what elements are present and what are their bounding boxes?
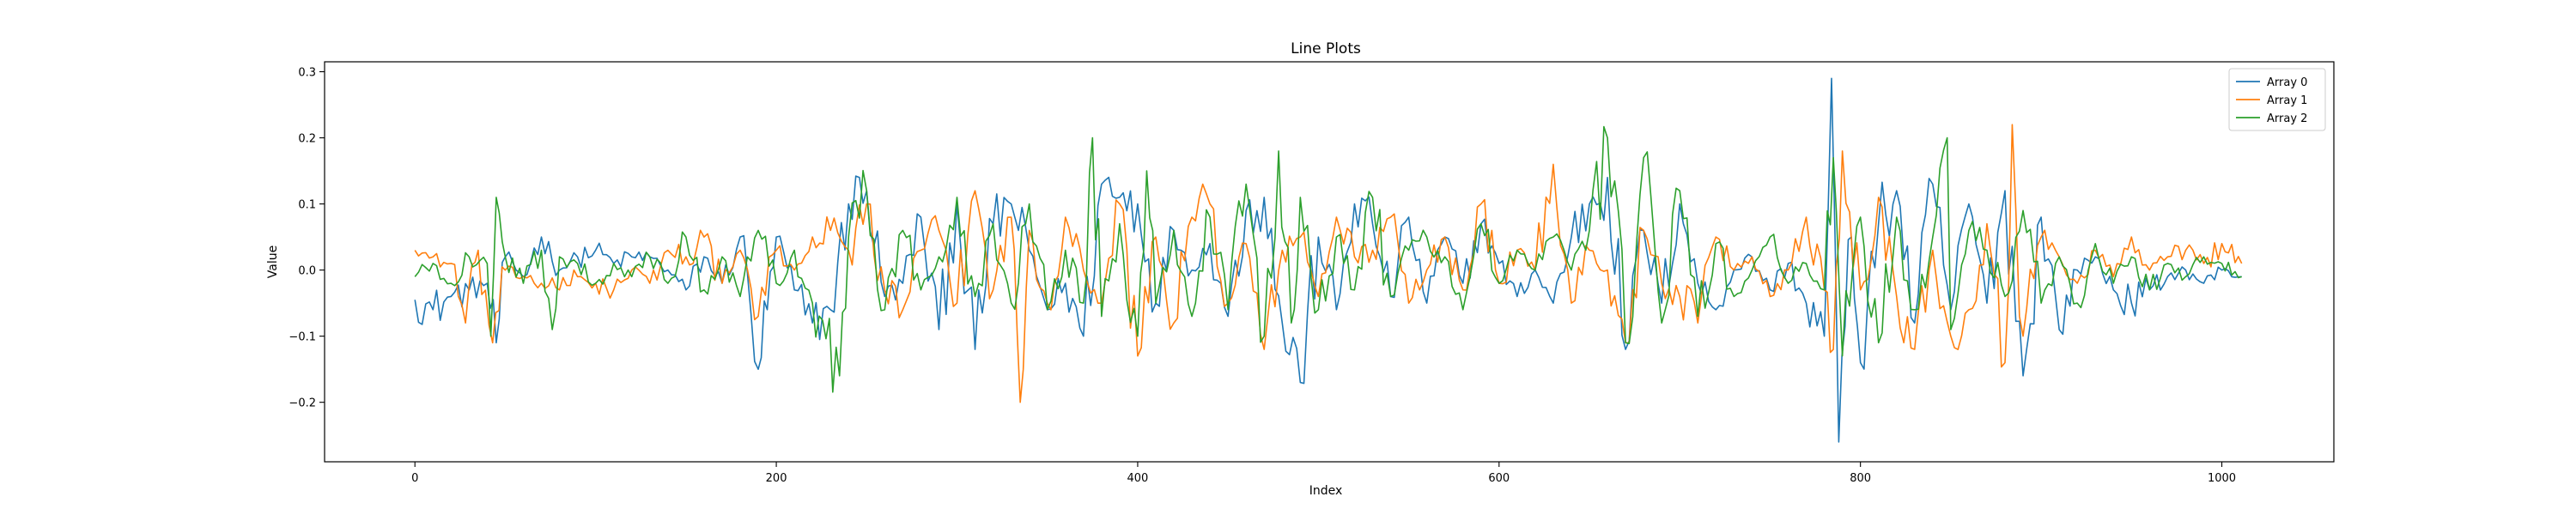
y-tick-label: −0.1 <box>289 331 316 344</box>
x-tick-label: 400 <box>1127 472 1149 485</box>
y-axis-label: Value <box>266 245 280 278</box>
series-line-1 <box>414 124 2243 403</box>
y-tick-label: 0.3 <box>298 67 316 80</box>
y-tick-label: 0.1 <box>298 199 316 212</box>
plot-frame <box>324 61 2335 463</box>
plot-background <box>325 62 2334 462</box>
y-tick-label: 0.0 <box>298 265 316 278</box>
legend: Array 0 Array 1 Array 2 <box>2228 68 2326 131</box>
legend-label: Array 0 <box>2267 76 2307 89</box>
y-tick-label: 0.2 <box>298 133 316 146</box>
x-tick-label: 0 <box>411 472 418 485</box>
legend-box <box>2228 68 2326 131</box>
series-line-2 <box>414 125 2242 393</box>
x-axis-label: Index <box>1309 484 1343 498</box>
x-tick-label: 1000 <box>2208 472 2236 485</box>
chart-title: Line Plots <box>1291 40 1361 58</box>
x-tick-label: 800 <box>1850 472 1871 485</box>
plot-area <box>324 61 2335 463</box>
x-tick-label: 200 <box>766 472 787 485</box>
legend-label: Array 2 <box>2267 112 2307 125</box>
y-tick-label: −0.2 <box>289 397 316 410</box>
x-axis: 0 200 400 600 800 1000 <box>411 462 2236 485</box>
series-group <box>414 77 2243 443</box>
x-tick-label: 600 <box>1488 472 1510 485</box>
legend-label: Array 1 <box>2267 94 2307 107</box>
y-axis: −0.2 −0.1 0.0 0.1 0.2 0.3 <box>289 67 325 410</box>
